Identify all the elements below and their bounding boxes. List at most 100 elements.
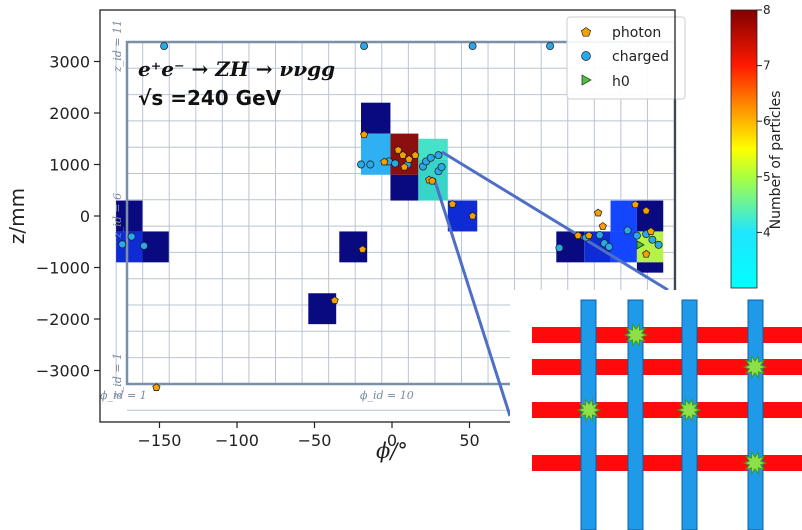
charged-marker xyxy=(357,160,365,169)
hit-star xyxy=(742,451,768,475)
hit-star xyxy=(623,323,649,347)
charged-marker xyxy=(605,242,613,251)
photon-marker xyxy=(598,222,607,230)
y-tick-label: 3000 xyxy=(49,53,90,72)
photon-marker xyxy=(573,231,583,239)
legend: photon charged h0 xyxy=(566,16,686,100)
zid-11-label: z_id = 11 xyxy=(111,20,124,73)
x-tick-label: 50 xyxy=(459,431,479,450)
charged-marker xyxy=(437,163,446,172)
particle-markers xyxy=(118,42,663,391)
inset-strip-h3 xyxy=(532,402,802,418)
legend-h0-marker xyxy=(581,74,592,86)
legend-h0-label: h0 xyxy=(612,74,630,90)
charged-marker xyxy=(118,240,127,249)
photon-marker xyxy=(400,162,409,171)
colorbar xyxy=(730,9,758,289)
energy-annotation: √s =240 GeV xyxy=(138,86,282,110)
colorbar-tick-label: 4 xyxy=(763,225,771,239)
charged-marker xyxy=(426,153,435,162)
photon-marker xyxy=(360,130,369,139)
photon-marker xyxy=(330,296,339,304)
colorbar-tick-label: 7 xyxy=(763,59,771,73)
y-tick-label: −3000 xyxy=(36,362,90,381)
colorbar-tick-label: 6 xyxy=(763,114,771,128)
photon-marker xyxy=(468,211,477,220)
photon-marker xyxy=(394,145,403,154)
hit-star xyxy=(576,398,602,422)
charged-marker xyxy=(654,240,663,249)
photon-marker xyxy=(398,150,407,159)
charged-marker xyxy=(623,226,632,235)
phiid-1-label: ϕ_id = 1 xyxy=(100,389,147,402)
inset-strip-h2 xyxy=(532,359,802,375)
colorbar-tick-label: 8 xyxy=(763,3,771,17)
y-tick-label: 2000 xyxy=(49,104,90,123)
x-tick-label: 0 xyxy=(387,431,397,450)
legend-charged-marker xyxy=(581,51,591,61)
legend-box xyxy=(566,16,686,100)
phiid-10-label: ϕ_id = 10 xyxy=(360,389,414,402)
x-tick-label: −100 xyxy=(215,431,259,450)
charged-marker xyxy=(360,42,369,51)
legend-charged-label: charged xyxy=(612,49,669,65)
y-tick-label: −2000 xyxy=(36,310,90,329)
photon-marker xyxy=(404,155,414,163)
photon-marker xyxy=(642,249,651,258)
photon-marker xyxy=(584,231,593,239)
x-axis-label: ϕ/° xyxy=(376,439,408,463)
photon-marker xyxy=(646,227,655,235)
x-axis-ticks: −150 −100 −50 0 50 xyxy=(138,422,480,450)
photon-marker xyxy=(448,199,457,208)
photon-marker xyxy=(594,208,603,217)
y-tick-label: 1000 xyxy=(49,156,90,175)
inset-strip-v2 xyxy=(627,299,644,530)
h0-marker xyxy=(636,240,645,250)
legend-photon-marker xyxy=(580,27,592,37)
charged-marker xyxy=(127,232,136,241)
heatmap-cell xyxy=(390,174,419,201)
charged-marker xyxy=(648,235,657,244)
charged-marker xyxy=(546,42,555,51)
y-tick-label: 0 xyxy=(80,207,90,226)
inset-strip-h4 xyxy=(532,455,802,471)
hit-star xyxy=(676,398,702,422)
photon-marker xyxy=(428,176,437,185)
inset-schematic xyxy=(510,290,802,530)
y-axis-ticks: −3000 −2000 −1000 0 1000 2000 3000 xyxy=(36,53,100,381)
x-tick-label: −50 xyxy=(298,431,332,450)
inset-strip-v4 xyxy=(747,299,764,530)
heatmap-cell xyxy=(308,293,337,325)
inset-hits xyxy=(576,323,768,475)
photon-marker xyxy=(358,245,367,253)
charged-marker xyxy=(468,42,477,51)
y-tick-label: −1000 xyxy=(36,259,90,278)
colorbar-tick-label: 5 xyxy=(763,170,771,184)
hit-star xyxy=(742,355,768,379)
heatmap-cell xyxy=(361,102,391,134)
photon-marker xyxy=(631,200,640,209)
charged-marker xyxy=(555,243,564,252)
zid-1-label: z_id = 1 xyxy=(111,353,124,399)
heatmap-cell xyxy=(636,200,664,232)
zoom-line-bottom xyxy=(432,177,512,417)
heatmap-cells xyxy=(116,102,664,325)
charged-marker xyxy=(160,42,169,51)
y-axis-label: z/mm xyxy=(5,188,29,244)
process-annotation: e⁺e⁻ → ZH → ννgg xyxy=(138,57,335,81)
heatmap-cell xyxy=(361,133,391,175)
photon-marker xyxy=(152,383,161,391)
charged-marker xyxy=(140,241,148,250)
colorbar-ticks: 4 5 6 7 8 xyxy=(757,3,771,239)
zid-6-label: z_id = 6 xyxy=(111,193,124,239)
heatmap-cell xyxy=(116,200,143,232)
photon-marker xyxy=(411,150,420,159)
inset-strip-h1 xyxy=(532,327,802,343)
charged-marker xyxy=(391,159,400,168)
charged-marker xyxy=(366,160,375,169)
legend-photon-label: photon xyxy=(612,25,661,41)
colorbar-label: Number of particles xyxy=(768,91,784,230)
charged-marker xyxy=(632,231,641,240)
x-tick-label: −150 xyxy=(138,431,182,450)
